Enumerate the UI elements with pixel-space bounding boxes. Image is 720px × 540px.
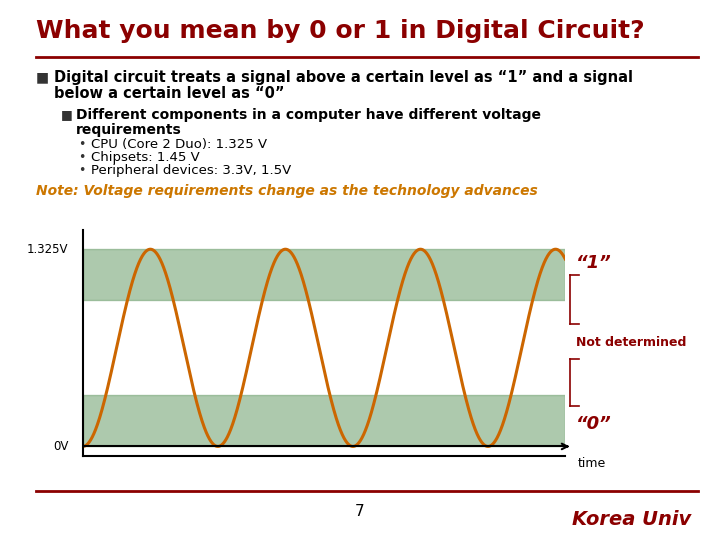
Text: Chipsets: 1.45 V: Chipsets: 1.45 V — [91, 151, 199, 164]
Bar — [83, 249, 565, 300]
Bar — [83, 395, 565, 447]
Text: Different components in a computer have different voltage: Different components in a computer have … — [76, 108, 541, 122]
Text: requirements: requirements — [76, 123, 182, 137]
Text: ■: ■ — [61, 108, 73, 121]
Text: What you mean by 0 or 1 in Digital Circuit?: What you mean by 0 or 1 in Digital Circu… — [36, 19, 644, 43]
Text: 7: 7 — [355, 504, 365, 519]
Text: 0V: 0V — [53, 440, 68, 453]
Text: Digital circuit treats a signal above a certain level as “1” and a signal: Digital circuit treats a signal above a … — [54, 70, 633, 85]
Text: •: • — [78, 164, 85, 177]
Text: Not determined: Not determined — [576, 336, 686, 349]
Text: Peripheral devices: 3.3V, 1.5V: Peripheral devices: 3.3V, 1.5V — [91, 164, 291, 177]
Text: •: • — [78, 138, 85, 151]
Text: ■: ■ — [36, 70, 49, 84]
Text: below a certain level as “0”: below a certain level as “0” — [54, 86, 284, 102]
Text: time: time — [577, 457, 606, 470]
Text: “0”: “0” — [576, 415, 612, 433]
Text: “1”: “1” — [576, 254, 612, 272]
Text: 1.325V: 1.325V — [27, 242, 68, 256]
Text: CPU (Core 2 Duo): 1.325 V: CPU (Core 2 Duo): 1.325 V — [91, 138, 267, 151]
Text: Note: Voltage requirements change as the technology advances: Note: Voltage requirements change as the… — [36, 184, 538, 198]
Text: •: • — [78, 151, 85, 164]
Text: Korea Univ: Korea Univ — [572, 510, 691, 529]
